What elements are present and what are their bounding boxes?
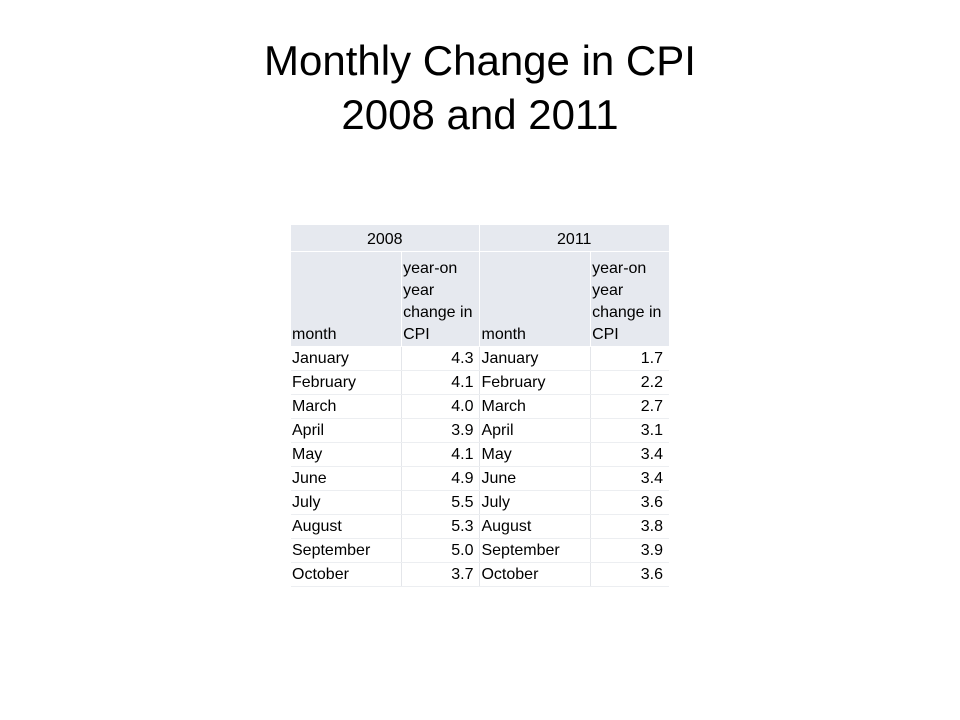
cpi-2011-cell: 1.7 [590, 346, 669, 371]
cpi-2008-cell: 3.9 [401, 418, 481, 443]
cpi-2008-cell: 4.0 [401, 394, 481, 419]
month-2011-cell: January [479, 346, 592, 371]
table-row: March 4.0 March 2.7 [291, 394, 669, 419]
month-2008-cell: October [291, 562, 403, 587]
cpi-2011-cell: 3.4 [590, 442, 669, 467]
cpi-2011-cell: 3.4 [590, 466, 669, 491]
table-row: May 4.1 May 3.4 [291, 442, 669, 467]
month-2008-cell: September [291, 538, 403, 563]
month-2008-cell: July [291, 490, 403, 515]
column-header-row: month year-on year change in CPI month y… [291, 251, 669, 347]
cpi-2011-cell: 3.8 [590, 514, 669, 539]
month-2008-cell: April [291, 418, 403, 443]
cpi-2008-cell: 4.1 [401, 442, 481, 467]
table-row: February 4.1 February 2.2 [291, 370, 669, 395]
cpi-2008-cell: 4.9 [401, 466, 481, 491]
table-row: October 3.7 October 3.6 [291, 562, 669, 587]
cpi-2011-cell: 3.9 [590, 538, 669, 563]
cpi-2011-cell: 2.7 [590, 394, 669, 419]
year-header-row: 2008 2011 [291, 225, 669, 252]
cpi-2008-cell: 5.5 [401, 490, 481, 515]
column-header-change-2008: year-on year change in CPI [401, 251, 481, 347]
month-2008-cell: June [291, 466, 403, 491]
table-row: June 4.9 June 3.4 [291, 466, 669, 491]
slide-title-line-1: Monthly Change in CPI [264, 37, 696, 84]
cpi-table: 2008 2011 month year-on year change in C… [291, 225, 669, 587]
month-2008-cell: May [291, 442, 403, 467]
column-header-month-2008: month [291, 251, 403, 347]
table-row: July 5.5 July 3.6 [291, 490, 669, 515]
month-2011-cell: August [479, 514, 592, 539]
month-2011-cell: April [479, 418, 592, 443]
slide-title: Monthly Change in CPI 2008 and 2011 [0, 34, 960, 142]
cpi-2008-cell: 5.3 [401, 514, 481, 539]
month-2008-cell: January [291, 346, 403, 371]
cpi-2008-cell: 4.3 [401, 346, 481, 371]
month-2011-cell: June [479, 466, 592, 491]
table-row: April 3.9 April 3.1 [291, 418, 669, 443]
slide-title-line-2: 2008 and 2011 [341, 91, 619, 138]
cpi-2011-cell: 3.6 [590, 490, 669, 515]
month-2011-cell: July [479, 490, 592, 515]
cpi-2011-cell: 3.1 [590, 418, 669, 443]
year-header-2011: 2011 [479, 225, 669, 252]
cpi-2008-cell: 5.0 [401, 538, 481, 563]
cpi-2011-cell: 2.2 [590, 370, 669, 395]
table-row: August 5.3 August 3.8 [291, 514, 669, 539]
month-2008-cell: March [291, 394, 403, 419]
cpi-2008-cell: 3.7 [401, 562, 481, 587]
month-2008-cell: August [291, 514, 403, 539]
month-2011-cell: March [479, 394, 592, 419]
column-header-month-2011: month [479, 251, 592, 347]
cpi-2008-cell: 4.1 [401, 370, 481, 395]
cpi-table-body: 2008 2011 month year-on year change in C… [291, 225, 669, 587]
column-header-change-2011: year-on year change in CPI [590, 251, 669, 347]
cpi-2011-cell: 3.6 [590, 562, 669, 587]
month-2011-cell: May [479, 442, 592, 467]
month-2011-cell: September [479, 538, 592, 563]
month-2011-cell: October [479, 562, 592, 587]
month-2008-cell: February [291, 370, 403, 395]
table-row: September 5.0 September 3.9 [291, 538, 669, 563]
table-row: January 4.3 January 1.7 [291, 346, 669, 371]
year-header-2008: 2008 [291, 225, 481, 252]
month-2011-cell: February [479, 370, 592, 395]
